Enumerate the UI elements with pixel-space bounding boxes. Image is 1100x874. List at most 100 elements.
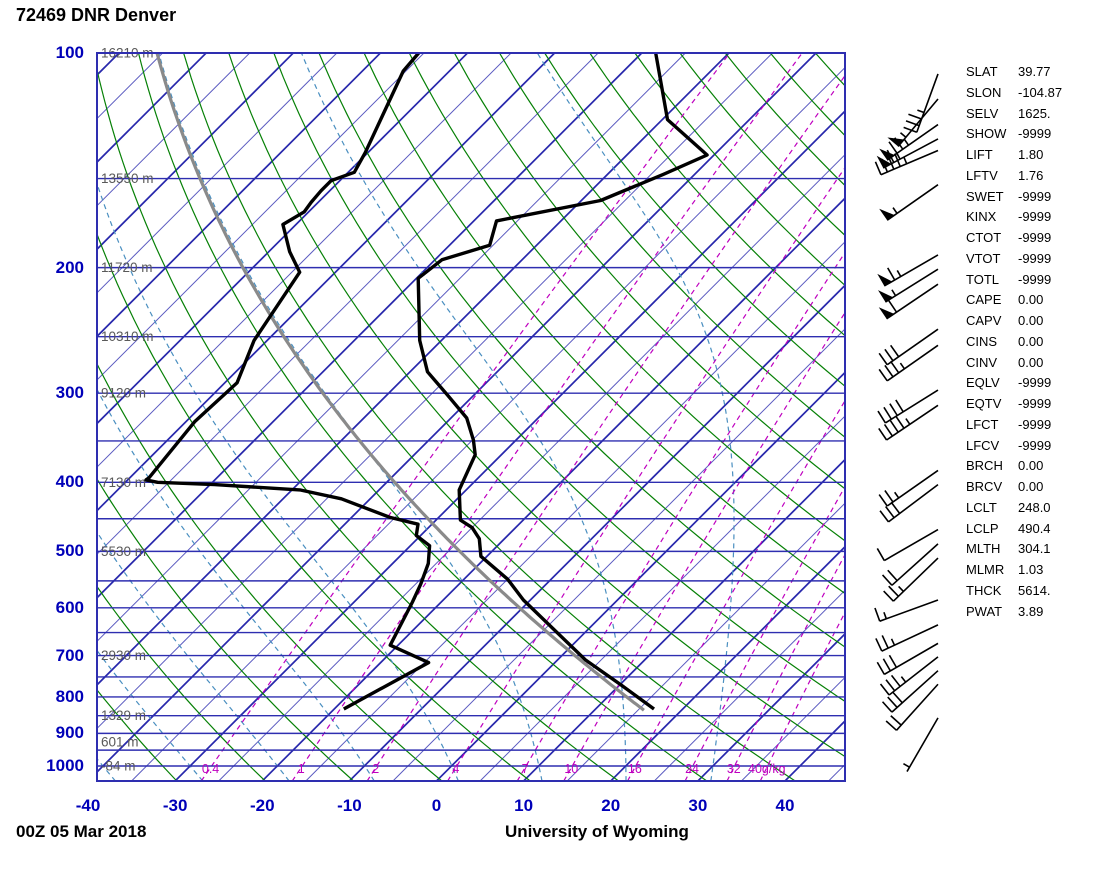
wind-barb [879,184,939,221]
index-label: SLAT [966,64,998,79]
index-label: SELV [966,105,999,121]
index-row: CTOT -9999 [966,228,1062,249]
wind-barb [881,670,939,713]
index-label: LCLT [966,499,997,515]
index-value: -9999 [1018,416,1052,432]
index-row: THCK 5614. [966,581,1062,602]
wind-barb [878,328,939,366]
mixing-ratio-label: 40g/kg [748,762,786,776]
isotherms [97,53,845,781]
wind-barb [878,469,939,507]
index-value: 3.89 [1018,603,1044,619]
station-title: 72469 DNR Denver [16,5,177,25]
index-label: SHOW [966,126,1007,142]
mixing-ratio-labels: 0.4 1 2 4 7 10 16 24 32 40g/kg [202,762,786,776]
wind-barb [878,344,939,382]
wind-barb [877,254,939,287]
index-row: LIFT 1.80 [966,145,1062,166]
pressure-tick-label: 700 [55,645,84,665]
temp-tick-label: -10 [337,796,362,815]
index-label: LFCV [966,437,1000,453]
temp-tick-label: -30 [162,796,188,815]
mixing-ratio-label: 0.4 [202,762,219,776]
height-label: 2930 m [101,648,146,663]
index-row: CAPE 0.00 [966,290,1062,311]
height-label: -84 m [101,759,136,774]
index-value: 1.76 [1018,167,1044,183]
index-row: SHOW -9999 [966,124,1062,145]
mixing-ratio-lines [200,53,845,781]
plot-border [96,52,846,782]
wind-barb [874,149,939,176]
pressure-tick-label: 800 [55,686,84,706]
index-row: EQLV -9999 [966,373,1062,394]
index-value: 1.80 [1018,147,1044,162]
index-label: LFTV [966,167,998,183]
index-value: -9999 [1018,437,1052,453]
height-label: 1329 m [101,708,146,723]
index-value: -9999 [1018,375,1052,391]
index-value: -9999 [1018,396,1052,411]
index-label: CAPE [966,292,1002,308]
wind-barb [881,543,939,586]
temp-tick-label: -40 [75,796,101,815]
isobars [97,53,845,781]
index-row: LFCT -9999 [966,415,1062,436]
temp-tick-label: 0 [431,796,442,815]
height-label: 601 m [101,734,139,749]
height-label: 13550 m [101,171,154,186]
index-value: -9999 [1018,250,1052,266]
index-row: SLAT 39.77 [966,62,1062,83]
index-value: -9999 [1018,209,1052,225]
index-row: TOTL -9999 [966,270,1062,291]
index-value: 0.00 [1018,292,1044,308]
index-row: SWET -9999 [966,187,1062,208]
wind-barb [874,599,939,622]
index-label: VTOT [966,250,1001,266]
index-value: 0.00 [1018,354,1044,370]
moist-adiabats [97,53,735,781]
mixing-ratio-label: 32 [727,762,741,776]
index-label: BRCV [966,479,1003,494]
index-row: MLTH 304.1 [966,539,1062,560]
height-label: 11720 m [101,260,153,275]
index-value: 490.4 [1018,520,1051,536]
pressure-tick-label: 600 [55,597,84,617]
credit: University of Wyoming [505,822,689,841]
index-value: 304.1 [1018,541,1051,557]
temp-tick-label: 30 [688,796,708,815]
height-label: 9120 m [101,386,146,401]
pressure-tick-label: 100 [55,43,84,62]
indices-panel: SLAT 39.77 SLON -104.87 SELV 1625. SHOW -9999 LI… [966,62,1062,622]
index-row: LFCV -9999 [966,436,1062,457]
index-label: BRCH [966,458,1003,474]
temp-tick-label: 10 [514,796,534,815]
index-value: 1.03 [1018,562,1044,577]
height-label: 7130 m [101,475,146,490]
index-row: SELV 1625. [966,104,1062,125]
index-row: BRCH 0.00 [966,456,1062,477]
index-row: CINS 0.00 [966,332,1062,353]
index-label: SWET [966,188,1004,204]
parcel-trace [155,52,645,712]
temp-tick-label: 40 [775,796,795,815]
pressure-tick-label: 500 [55,541,84,561]
wind-barbs [874,73,939,772]
index-value: 248.0 [1018,499,1051,515]
height-label: 5530 m [101,544,146,559]
index-label: LFCT [966,416,999,432]
index-value: 0.00 [1018,479,1044,494]
index-label: SLON [966,84,1002,100]
index-row: SLON -104.87 [966,83,1062,104]
dry-adiabats [97,53,845,781]
index-value: -104.87 [1018,84,1063,100]
index-label: THCK [966,582,1002,598]
mixing-ratio-label: 10 [564,762,578,776]
index-row: VTOT -9999 [966,249,1062,270]
mixing-ratio-label: 1 [298,762,305,776]
wind-barb [883,557,939,602]
index-row: LCLT 248.0 [966,498,1062,519]
index-label: EQLV [966,375,1000,391]
height-label: 10310 m [101,329,154,344]
